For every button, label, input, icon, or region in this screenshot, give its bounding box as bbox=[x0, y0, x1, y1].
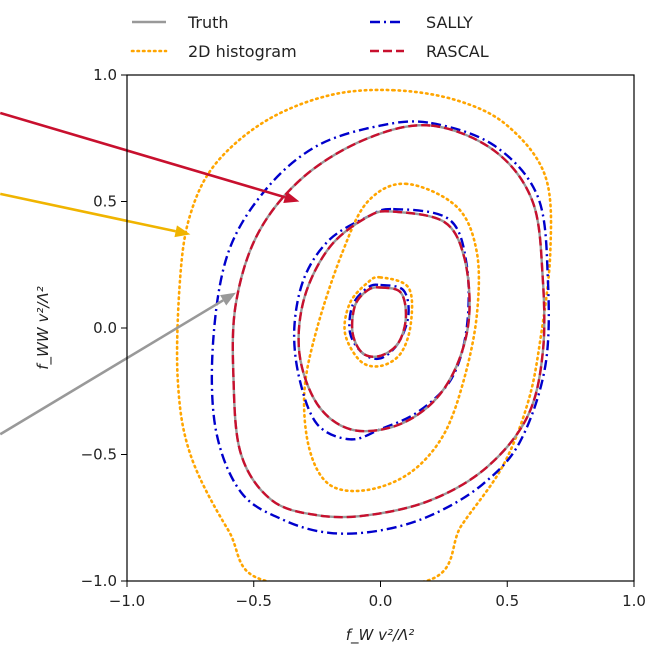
x-tick-label: 0.5 bbox=[495, 592, 519, 610]
y-tick-label: 1.0 bbox=[93, 66, 117, 84]
x-tick-label: 0.0 bbox=[369, 592, 393, 610]
x-tick-label: −1.0 bbox=[109, 592, 145, 610]
y-tick-label: 0.5 bbox=[93, 193, 117, 211]
2d-histogram-contour-3 bbox=[175, 88, 553, 581]
2d-histogram-contour-2 bbox=[302, 182, 481, 493]
x-axis-label: f_W v²/Λ² bbox=[346, 626, 415, 645]
annotation-layer bbox=[0, 111, 300, 436]
rascal-contour-3 bbox=[231, 124, 546, 519]
2d-histogram-contour-1 bbox=[343, 275, 414, 368]
y-tick-label: −1.0 bbox=[81, 572, 117, 590]
sally-contour-2 bbox=[292, 207, 470, 441]
annotation-arrowhead-1 bbox=[283, 191, 300, 203]
legend-label: Truth bbox=[187, 13, 229, 32]
annotation-arrowhead-2 bbox=[174, 225, 191, 238]
annotation-arrow-1 bbox=[0, 111, 286, 199]
legend-label: SALLY bbox=[426, 13, 473, 32]
sally-contour-1 bbox=[348, 283, 410, 361]
legend-label: 2D histogram bbox=[188, 42, 297, 61]
y-axis-label: f_WW v²/Λ² bbox=[34, 286, 53, 369]
y-axis: −1.0 −0.5 0.0 0.5 1.0 bbox=[81, 66, 127, 590]
truth-contour-3 bbox=[231, 124, 546, 519]
sally-contour-3 bbox=[210, 120, 551, 535]
legend: Truth 2D histogram SALLY RASCAL bbox=[130, 13, 489, 61]
legend-label: RASCAL bbox=[426, 42, 489, 61]
x-tick-label: −0.5 bbox=[236, 592, 272, 610]
y-tick-label: 0.0 bbox=[93, 319, 117, 337]
annotation-arrow-2 bbox=[0, 192, 176, 233]
rascal-contour-2 bbox=[297, 210, 471, 433]
x-axis: −1.0 −0.5 0.0 0.5 1.0 bbox=[109, 581, 646, 610]
annotation-arrowhead-3 bbox=[220, 292, 237, 306]
contour-layer bbox=[175, 88, 553, 581]
annotation-arrow-3 bbox=[0, 299, 224, 436]
truth-contour-2 bbox=[297, 210, 471, 433]
x-tick-label: 1.0 bbox=[622, 592, 646, 610]
y-tick-label: −0.5 bbox=[81, 446, 117, 464]
plot-frame bbox=[126, 74, 635, 582]
rascal-contour-1 bbox=[350, 286, 408, 358]
